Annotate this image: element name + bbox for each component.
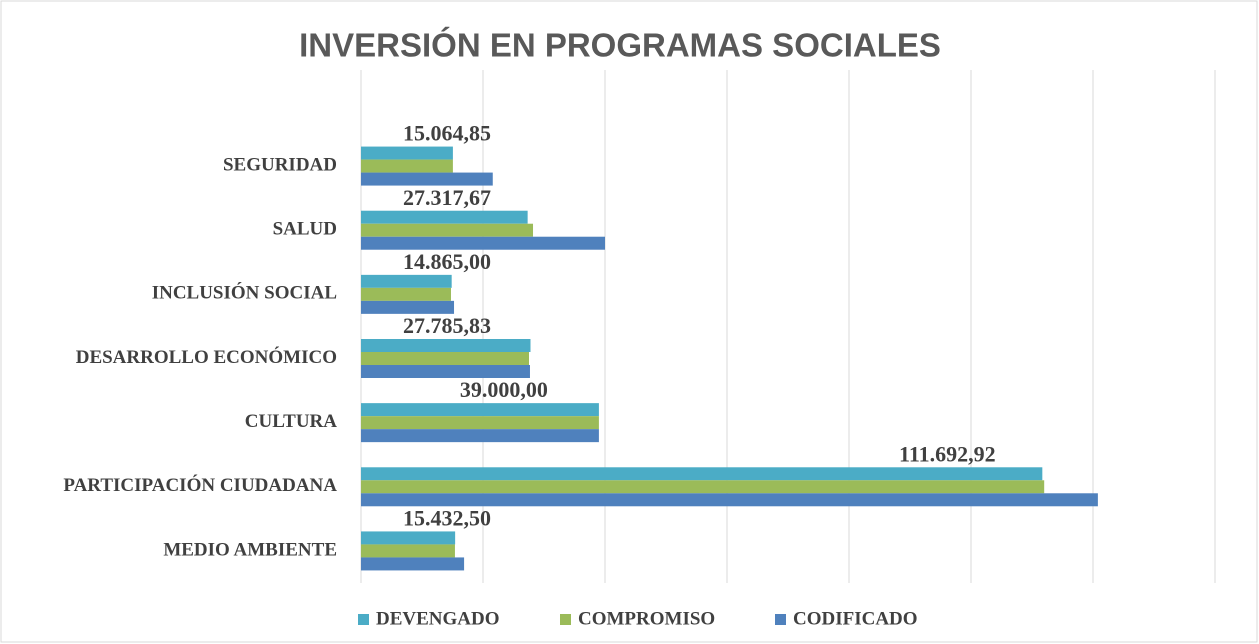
data-label: 14.865,00 — [403, 249, 491, 274]
y-tick-label: DESARROLLO ECONÓMICO — [76, 346, 337, 368]
y-tick-label: MEDIO AMBIENTE — [163, 539, 337, 560]
data-label: 27.317,67 — [403, 185, 491, 210]
bar — [361, 403, 599, 417]
legend-label: COMPROMISO — [578, 608, 715, 629]
bar — [361, 159, 453, 173]
bar — [361, 172, 493, 186]
bar — [361, 544, 455, 558]
bar — [361, 467, 1043, 481]
data-label: 39.000,00 — [460, 377, 548, 402]
bar — [361, 480, 1045, 494]
bar — [361, 210, 528, 224]
legend-label: CODIFICADO — [793, 608, 918, 629]
bar — [361, 287, 451, 301]
legend-swatch — [358, 614, 369, 625]
y-tick-label: SEGURIDAD — [223, 154, 337, 175]
y-tick-label: PARTICIPACIÓN CIUDADANA — [63, 474, 337, 496]
legend-label: DEVENGADO — [376, 608, 500, 629]
data-label: 27.785,83 — [403, 313, 491, 338]
bar — [361, 274, 452, 288]
bar — [361, 236, 605, 250]
bar — [361, 557, 465, 571]
bar — [361, 352, 529, 365]
legend-swatch — [775, 614, 786, 625]
y-tick-label: CULTURA — [245, 411, 337, 432]
legend-swatch — [560, 614, 571, 625]
bar — [361, 300, 455, 314]
y-tick-label: SALUD — [273, 219, 337, 240]
bar — [361, 416, 599, 430]
bar — [361, 531, 456, 545]
bar — [361, 365, 530, 378]
data-label: 111.692,92 — [899, 441, 996, 466]
y-tick-label: INCLUSIÓN SOCIAL — [152, 282, 337, 304]
data-label: 15.432,50 — [403, 505, 491, 530]
bar — [361, 223, 534, 237]
bar — [361, 339, 531, 352]
data-label: 15.064,85 — [403, 121, 491, 146]
chart-title: INVERSIÓN EN PROGRAMAS SOCIALES — [299, 27, 941, 64]
bar — [361, 146, 453, 160]
bar — [361, 429, 599, 443]
bar — [361, 493, 1098, 507]
